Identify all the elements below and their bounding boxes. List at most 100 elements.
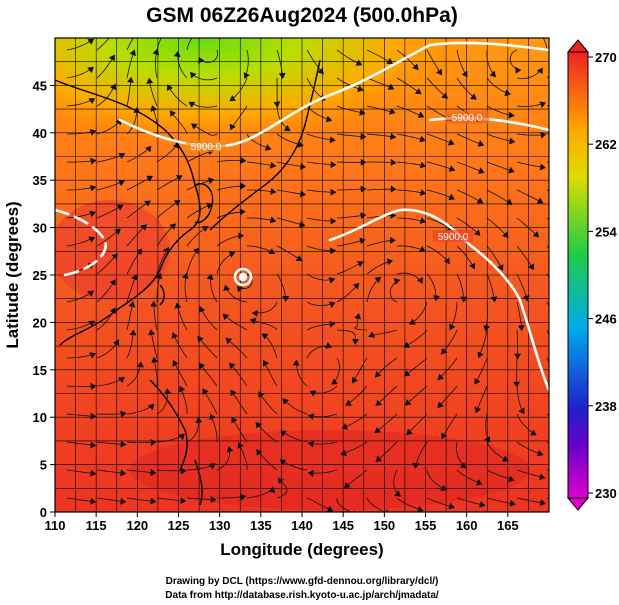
- streamline-arrow: [360, 158, 367, 166]
- streamline-arrow: [476, 197, 484, 204]
- streamline-arrow: [251, 310, 259, 317]
- x-tick-label: 130: [209, 518, 231, 533]
- streamline-arrow: [325, 115, 333, 123]
- streamline-arrow: [174, 302, 182, 309]
- streamline-arrow: [504, 89, 511, 97]
- streamline-arrow: [440, 348, 448, 355]
- streamline-arrow: [518, 407, 525, 415]
- streamline-arrow: [176, 174, 183, 181]
- credit-line-1: Drawing by DCL (https://www.gfd-dennou.o…: [166, 576, 439, 587]
- streamline-arrow: [147, 403, 155, 411]
- streamline-arrow: [330, 188, 337, 196]
- streamline-arrow: [228, 251, 236, 258]
- streamline: [546, 245, 549, 249]
- streamline-arrow: [109, 279, 116, 286]
- streamline-arrow: [307, 413, 315, 420]
- streamline-arrow: [118, 376, 125, 383]
- streamline-arrow: [357, 261, 364, 267]
- streamline-arrow: [261, 333, 269, 340]
- streamline-arrow: [146, 175, 153, 182]
- streamline-arrow: [171, 332, 178, 339]
- streamline-arrow: [368, 331, 375, 338]
- streamline-arrow: [120, 469, 127, 477]
- streamline-arrow: [90, 157, 97, 165]
- streamline-arrow: [180, 497, 187, 505]
- plot-area: 5900.0 5900.0 5900.0: [55, 26, 563, 512]
- streamline-arrow: [277, 477, 284, 484]
- streamline-arrow: [127, 76, 134, 84]
- streamline-arrow: [479, 501, 486, 508]
- streamline-arrow: [269, 161, 277, 169]
- streamline-arrow: [325, 342, 332, 349]
- streamline-arrow: [374, 371, 382, 378]
- streamline-arrow: [230, 389, 237, 397]
- streamline-arrow: [433, 295, 440, 302]
- x-tick-label: 140: [291, 518, 313, 533]
- streamline-arrow: [489, 70, 497, 78]
- streamline-arrow: [448, 193, 456, 201]
- streamline-arrow: [477, 351, 484, 359]
- streamline-arrow: [256, 449, 263, 456]
- streamline-arrow: [508, 167, 515, 174]
- streamline-arrow: [150, 469, 157, 476]
- streamline-arrow: [112, 29, 118, 35]
- streamline-arrow: [226, 446, 234, 453]
- colorbar-tick-label: 254: [595, 224, 617, 239]
- streamline-arrow: [352, 338, 359, 345]
- contour-label: 5900.0: [452, 113, 483, 124]
- streamline-arrow: [189, 71, 197, 79]
- streamline-arrow: [477, 167, 485, 174]
- y-tick-label: 25: [33, 268, 47, 283]
- typhoon-contour: [233, 267, 253, 287]
- streamline-arrow: [229, 95, 236, 102]
- streamline-arrow: [172, 359, 179, 367]
- streamline-arrow: [449, 323, 456, 331]
- streamline-arrow: [146, 77, 154, 84]
- y-tick-label: 10: [33, 410, 47, 425]
- streamline-arrow: [536, 197, 544, 204]
- streamline-arrow: [557, 376, 563, 382]
- x-tick-label: 160: [456, 518, 478, 533]
- streamline-arrow: [90, 469, 97, 477]
- streamline-arrow: [351, 376, 358, 384]
- streamline-arrow: [532, 26, 538, 32]
- streamline-arrow: [393, 278, 401, 285]
- streamline-arrow: [390, 185, 397, 193]
- streamline-arrow: [386, 258, 394, 265]
- contour-label: 5900.0: [191, 142, 222, 153]
- streamline-arrow: [151, 356, 158, 364]
- streamline-arrow: [406, 428, 413, 436]
- streamline-arrow: [120, 410, 127, 418]
- colorbar-bottom-arrow: [566, 497, 590, 511]
- chart-title: GSM 06Z26Aug2024 (500.0hPa): [146, 4, 458, 27]
- streamline-arrow: [292, 359, 300, 366]
- streamline-arrow: [403, 370, 411, 377]
- x-tick-label: 135: [250, 518, 272, 533]
- streamline-arrow: [225, 337, 232, 345]
- streamline-arrow: [237, 442, 244, 449]
- streamline: [156, 38, 162, 51]
- streamline-arrow: [354, 313, 361, 320]
- streamline-arrow: [539, 101, 547, 108]
- streamline-arrow: [188, 101, 195, 108]
- streamline-arrow: [419, 135, 426, 143]
- streamline-arrow: [353, 282, 360, 290]
- streamline-arrow: [415, 88, 422, 95]
- streamline-arrow: [483, 325, 490, 332]
- streamline-arrow: [386, 58, 394, 64]
- streamline-arrow: [90, 412, 97, 420]
- y-tick-label: 35: [33, 173, 47, 188]
- streamline-arrow: [240, 182, 247, 190]
- colorbar-top-arrow: [566, 39, 590, 53]
- streamline-arrow: [190, 123, 198, 130]
- streamline-arrow: [129, 49, 136, 57]
- colorbar-tick-label: 238: [595, 399, 617, 414]
- streamline-arrow: [404, 399, 412, 406]
- y-axis-ticks: 0 5 10 15 20 25 30 35 40 45: [33, 78, 55, 520]
- streamline-arrow: [514, 353, 521, 360]
- streamline-arrow: [474, 406, 481, 414]
- streamline: [542, 38, 548, 51]
- streamline-arrow: [340, 449, 347, 457]
- x-tick-label: 155: [415, 518, 437, 533]
- coastline-korea: [194, 183, 214, 224]
